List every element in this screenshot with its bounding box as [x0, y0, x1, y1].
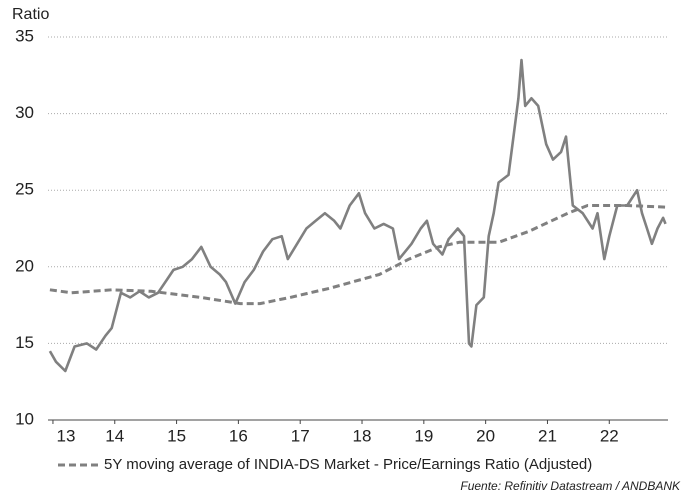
legend-label: 5Y moving average of INDIA-DS Market - P… — [104, 456, 592, 473]
x-tick-label: 17 — [291, 426, 310, 445]
x-tick-label: 22 — [600, 426, 619, 445]
y-tick-label: 10 — [15, 409, 34, 428]
line — [48, 58, 667, 373]
x-tick-label: 21 — [538, 426, 557, 445]
dashed-line — [49, 204, 666, 306]
x-tick-label: 16 — [229, 426, 248, 445]
y-tick-label: 35 — [15, 26, 34, 45]
y-tick-label: 15 — [15, 333, 34, 352]
y-tick-label: 20 — [15, 256, 34, 275]
x-tick-label: 14 — [105, 426, 124, 445]
x-tick-label: 13 — [57, 426, 76, 445]
y-axis-label: Ratio — [12, 6, 49, 23]
source: Fuente: Refinitiv Datastream / ANDBANK — [460, 479, 681, 493]
x-tick-label: 18 — [353, 426, 372, 445]
y-tick-label: 25 — [15, 180, 34, 199]
y-tick-label: 30 — [15, 103, 34, 122]
x-tick-label: 20 — [476, 426, 495, 445]
x-tick-label: 15 — [167, 426, 186, 445]
x-tick-label: 19 — [414, 426, 433, 445]
